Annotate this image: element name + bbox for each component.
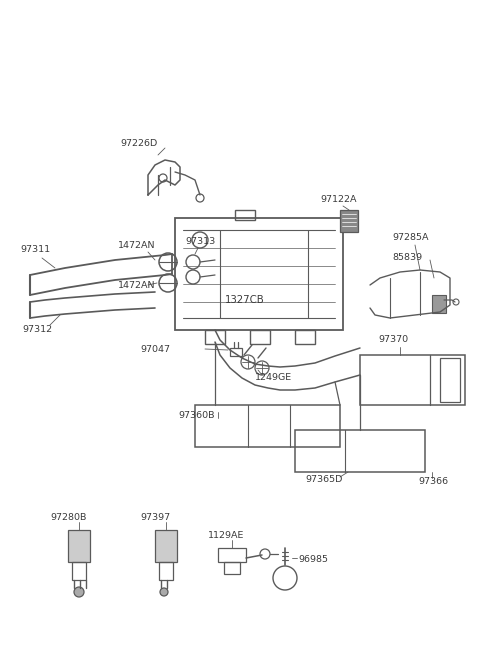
Text: 97280B: 97280B [50,514,86,523]
Circle shape [74,587,84,597]
Text: 96985: 96985 [298,555,328,565]
Text: 97360B: 97360B [178,411,215,419]
Bar [250,330,270,344]
Bar [175,218,343,330]
Text: 97370: 97370 [378,335,408,345]
Bar [235,210,255,220]
Bar [340,210,358,232]
Text: 1472AN: 1472AN [118,280,156,290]
Bar [72,562,86,580]
Text: 97397: 97397 [140,514,170,523]
Text: 97226D: 97226D [120,138,157,147]
Bar [68,530,90,562]
Text: 1327CB: 1327CB [225,295,265,305]
Text: 97285A: 97285A [392,233,429,242]
Bar [360,355,465,405]
Bar [224,562,240,574]
Bar [440,358,460,402]
Text: 97365D: 97365D [305,476,342,485]
Bar [432,295,446,313]
Text: 1129AE: 1129AE [208,531,244,540]
Bar [295,330,315,344]
Bar [159,562,173,580]
Text: 97047: 97047 [140,345,170,354]
Bar [218,548,246,562]
Text: 1249GE: 1249GE [255,373,292,383]
Text: 97312: 97312 [22,326,52,335]
Bar [195,405,340,447]
Bar [295,430,425,472]
Text: 97313: 97313 [185,238,215,246]
Text: 1472AN: 1472AN [118,240,156,250]
Text: 97311: 97311 [20,246,50,255]
Text: 97366: 97366 [418,477,448,487]
Text: 97122A: 97122A [320,195,357,204]
Bar [205,330,225,344]
Text: 85839: 85839 [392,253,422,263]
Circle shape [160,588,168,596]
Bar [155,530,177,562]
Bar [230,348,242,356]
